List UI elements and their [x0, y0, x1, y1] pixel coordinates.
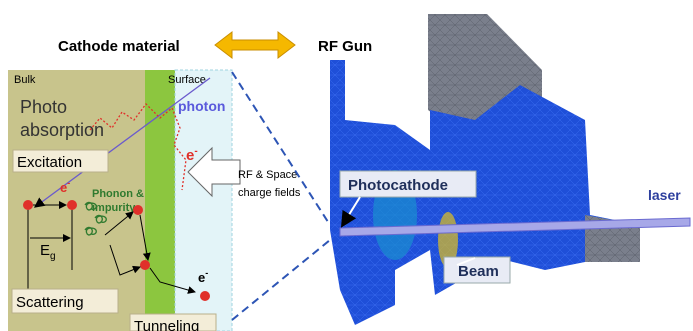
electron [140, 260, 150, 270]
phonon-label: Phonon & [92, 188, 144, 200]
connector [232, 240, 330, 320]
excitation-label: Excitation [17, 154, 82, 171]
phonon-label: impurity [92, 202, 136, 214]
tunneling-label: Tunneling [134, 318, 199, 331]
beam-label: Beam [458, 263, 499, 280]
electron [200, 291, 210, 301]
photocathode-label: Photocathode [348, 177, 448, 194]
connector [232, 72, 330, 225]
fields-label: charge fields [238, 187, 301, 199]
photon-label: photon [178, 98, 225, 114]
diagram: Cathode material RF Gun Bulk Surface Pho… [0, 0, 693, 331]
laser-label: laser [648, 187, 681, 203]
electron [133, 205, 143, 215]
photo-absorption: Photo [20, 97, 67, 117]
electron [67, 200, 77, 210]
electron [23, 200, 33, 210]
scattering-label: Scattering [16, 294, 84, 311]
header-right: RF Gun [318, 38, 372, 55]
bulk-label: Bulk [14, 74, 36, 86]
fields-label: RF & Space [238, 169, 297, 181]
header-left: Cathode material [58, 38, 180, 55]
surface-label: Surface [168, 74, 206, 86]
photo-absorption: absorption [20, 120, 104, 140]
double-arrow [215, 32, 295, 58]
surface-region [145, 70, 175, 331]
